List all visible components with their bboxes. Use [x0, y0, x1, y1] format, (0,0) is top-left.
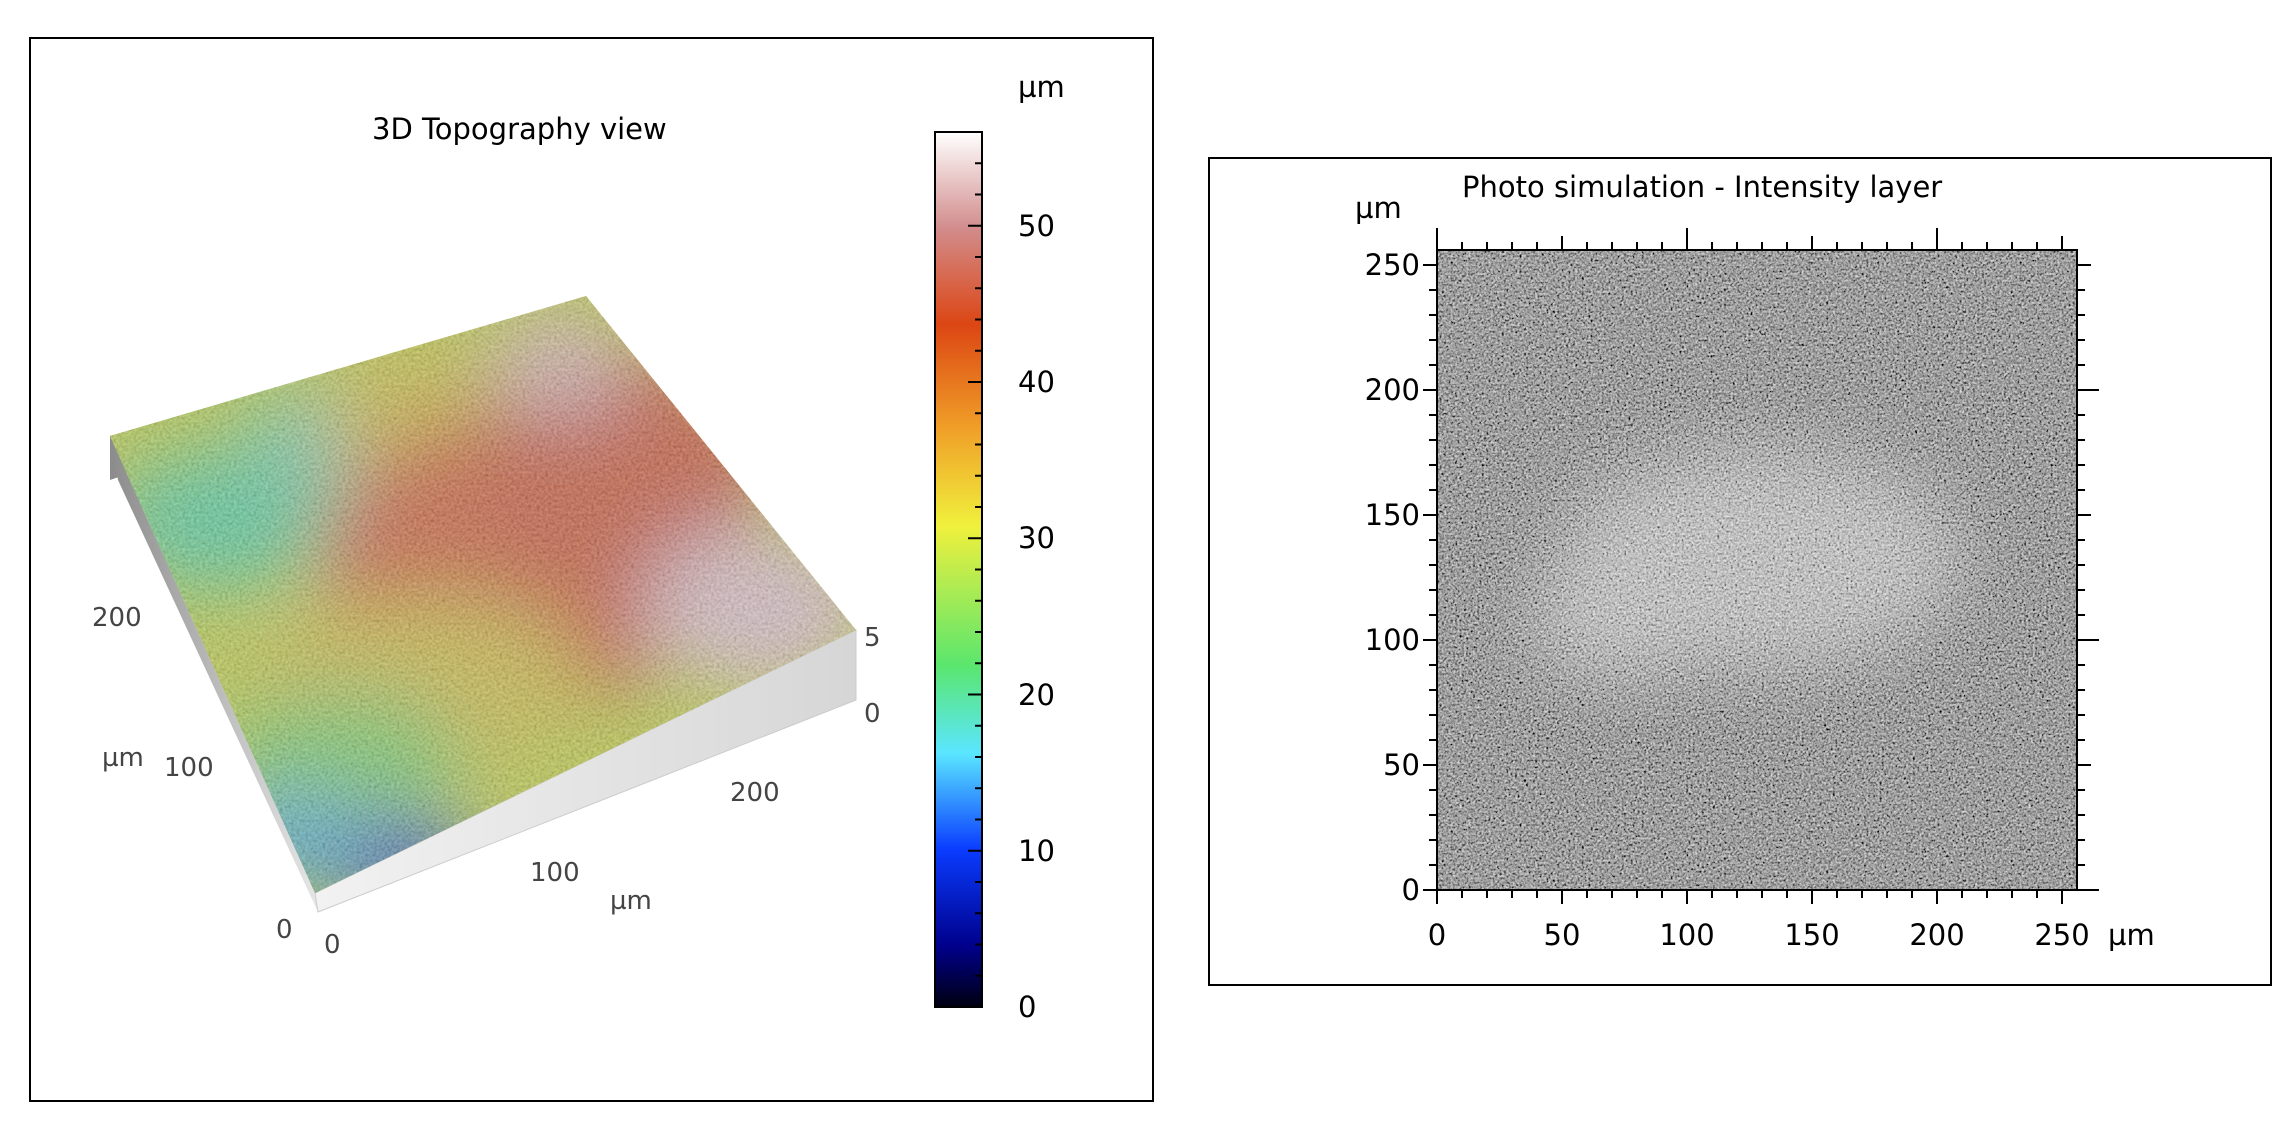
- y-tick-label: 150: [1364, 498, 1420, 532]
- photo-y-unit: µm: [1355, 191, 1402, 225]
- colorbar-unit: µm: [1018, 70, 1065, 104]
- y-tick-label: 100: [1364, 623, 1420, 657]
- x3d-tick-200: 200: [730, 778, 780, 808]
- z3d-tick-5: 5: [864, 623, 881, 653]
- colorbar: [934, 131, 983, 1008]
- colorbar-tick-label: 20: [1018, 677, 1055, 712]
- y-tick-label: 200: [1364, 373, 1420, 407]
- x3d-axis-label: µm: [610, 886, 652, 916]
- x-tick-label: 250: [2034, 918, 2090, 952]
- front-wall-right: [314, 629, 857, 913]
- y3d-tick-200: 200: [92, 603, 142, 633]
- x-tick-label: 50: [1543, 918, 1581, 952]
- photo-simulation-panel: [1208, 157, 2272, 986]
- colorbar-tick-label: 10: [1018, 833, 1055, 868]
- photo-x-unit: µm: [2108, 918, 2155, 952]
- y-tick-label: 50: [1383, 748, 1420, 782]
- intensity-image: [1437, 250, 2077, 890]
- z3d-tick-0: 0: [864, 699, 881, 729]
- photo-title: Photo simulation - Intensity layer: [1462, 170, 1943, 204]
- y3d-tick-100: 100: [164, 753, 214, 783]
- colorbar-tick-label: 0: [1018, 990, 1037, 1024]
- colorbar-tick-label: 30: [1018, 521, 1055, 556]
- colorbar-tick-label: 40: [1018, 365, 1055, 399]
- x-tick-label: 100: [1659, 918, 1715, 952]
- x-tick-label: 150: [1784, 918, 1840, 952]
- colorbar-tick-label: 50: [1018, 208, 1055, 243]
- photo-axes: [1423, 228, 2099, 904]
- x3d-tick-100: 100: [530, 858, 580, 888]
- y3d-axis-label: µm: [102, 743, 144, 773]
- topography-title: 3D Topography view: [372, 112, 667, 146]
- x-tick-label: 0: [1427, 918, 1447, 952]
- colorbar-ticks: [968, 131, 982, 1008]
- x3d-tick-0: 0: [324, 930, 341, 960]
- y-tick-label: 0: [1401, 873, 1420, 907]
- front-wall-left: [110, 436, 318, 912]
- y-tick-label: 250: [1364, 248, 1420, 282]
- y3d-tick-0: 0: [276, 915, 293, 945]
- topography-3d-panel: [29, 37, 1154, 1102]
- x-tick-label: 200: [1909, 918, 1965, 952]
